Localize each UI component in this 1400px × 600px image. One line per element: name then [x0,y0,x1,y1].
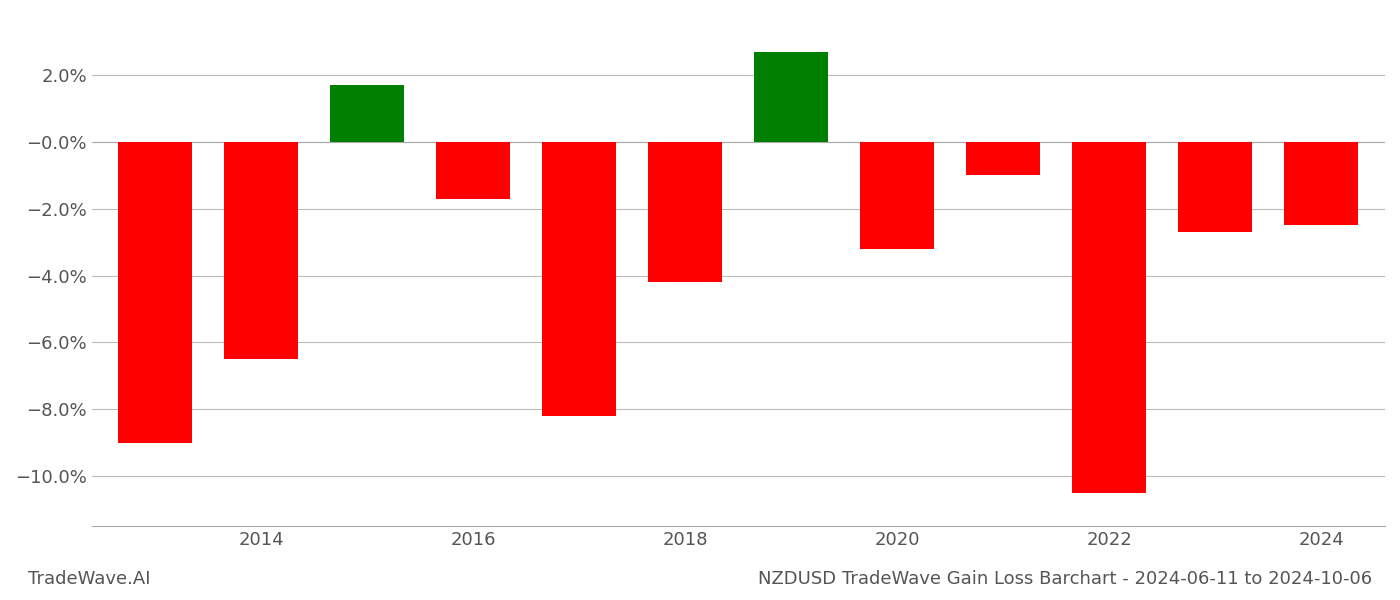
Text: NZDUSD TradeWave Gain Loss Barchart - 2024-06-11 to 2024-10-06: NZDUSD TradeWave Gain Loss Barchart - 20… [757,570,1372,588]
Bar [966,142,1040,175]
Bar [330,85,405,142]
Bar [860,142,934,249]
Bar [1284,142,1358,226]
Bar [648,142,722,282]
Bar [755,52,829,142]
Bar [224,142,298,359]
Bar [118,142,192,443]
Bar [1179,142,1253,232]
Text: TradeWave.AI: TradeWave.AI [28,570,151,588]
Bar [437,142,511,199]
Bar [542,142,616,416]
Bar [1072,142,1147,493]
